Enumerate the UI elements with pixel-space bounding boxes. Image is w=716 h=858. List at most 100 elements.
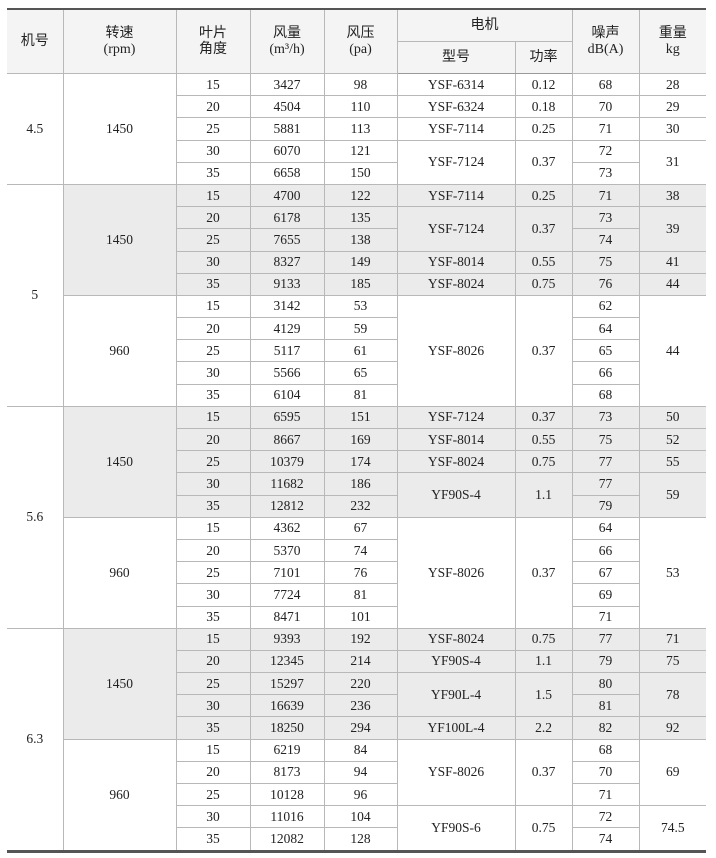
noise-cell: 65 [571,339,639,363]
pressure-cell: 214 [323,649,398,674]
motor-power-cell: 0.55 [514,250,573,274]
header-flow-label: 风量 [273,25,301,41]
motor-model-cell: YSF-7124 [396,405,516,430]
motor-model-cell: YF90S-4 [396,472,516,518]
motor-model-cell: YSF-8026 [396,738,516,807]
speed-cell: 1450 [62,183,177,296]
table-row: 20 8173 94 70 [7,760,706,785]
noise-cell: 62 [571,294,640,319]
header-blade-label-2: 角度 [199,41,227,57]
blade-angle-cell: 15 [175,516,251,540]
noise-cell: 75 [571,427,640,452]
blade-angle-cell: 30 [176,583,251,607]
motor-model-cell: YF90S-6 [396,805,516,852]
noise-cell: 74 [571,827,639,852]
flow-cell: 8471 [249,605,325,629]
motor-model-cell: YSF-7114 [396,117,516,141]
noise-cell: 71 [571,782,639,807]
weight-cell: 39 [638,206,706,252]
weight-cell: 92 [638,716,706,740]
weight-cell: 30 [638,117,706,141]
noise-cell: 73 [571,405,640,430]
pressure-cell: 122 [323,183,398,208]
noise-cell: 67 [571,561,639,585]
weight-cell: 38 [638,183,706,208]
header-weight: 重量 kg [638,8,706,74]
blade-angle-cell: 30 [176,361,251,385]
motor-model-cell: YSF-8026 [396,516,516,629]
blade-angle-cell: 30 [176,694,251,718]
flow-cell: 10128 [249,782,325,807]
flow-cell: 7724 [249,583,325,607]
noise-cell: 64 [571,317,639,341]
weight-cell: 75 [638,649,706,674]
motor-power-cell: 0.37 [514,516,573,629]
flow-cell: 4129 [249,317,325,341]
blade-angle-cell: 30 [176,472,251,496]
table-row: 35 9133 185 YSF-8024 0.75 76 44 [7,272,706,296]
motor-model-cell: YF100L-4 [396,716,516,740]
weight-cell: 78 [638,672,706,718]
noise-cell: 75 [571,250,640,274]
table-row: 30 5566 65 66 [7,361,706,385]
pressure-cell: 138 [323,228,398,252]
table-row: 30 11682 186 YF90S-4 1.1 77 59 [7,472,706,518]
weight-cell: 44 [638,294,706,407]
flow-cell: 4362 [249,516,325,540]
pressure-cell: 61 [323,339,398,363]
pressure-cell: 149 [323,250,398,274]
table-row: 5.6 1450 15 6595 151 YSF-7124 0.37 73 50 [7,405,706,629]
weight-cell: 41 [638,250,706,274]
noise-cell: 71 [571,117,640,141]
noise-cell: 77 [571,627,640,651]
blade-angle-cell: 35 [176,716,251,740]
flow-cell: 18250 [249,716,325,740]
flow-cell: 12812 [249,494,325,518]
pressure-cell: 81 [323,583,398,607]
table-row: 20 6178 135 YSF-7124 0.37 73 39 [7,206,706,252]
flow-cell: 5566 [249,361,325,385]
flow-cell: 8327 [249,250,325,274]
table-row: 20 12345 214 YF90S-4 1.1 79 75 [7,649,706,674]
blade-angle-cell: 15 [175,405,251,430]
flow-cell: 6219 [249,738,325,762]
blade-angle-cell: 20 [176,760,251,785]
table-row: 5 1450 15 4700 122 YSF-7114 0.25 71 38 [7,183,706,407]
noise-cell: 74 [571,228,639,252]
table-row: 25 7655 138 74 [7,228,706,252]
pressure-cell: 186 [323,472,398,496]
blade-angle-cell: 30 [176,250,251,274]
noise-cell: 79 [571,649,640,674]
header-speed: 转速 (rpm) [62,8,177,74]
motor-model-cell: YF90S-4 [396,649,516,674]
speed-cell: 1450 [62,627,177,740]
noise-cell: 68 [571,72,640,97]
noise-cell: 69 [571,583,639,607]
header-pressure: 风压 (pa) [323,8,398,74]
flow-cell: 7655 [249,228,325,252]
pressure-cell: 121 [323,139,398,163]
blade-angle-cell: 30 [176,139,251,163]
flow-cell: 3427 [249,72,325,97]
weight-cell: 44 [638,272,706,296]
motor-power-cell: 0.75 [514,627,573,651]
motor-model-cell: YSF-8024 [396,627,516,651]
header-speed-unit: (rpm) [103,41,136,57]
flow-cell: 3142 [249,294,325,319]
noise-cell: 66 [571,361,639,385]
speed-cell: 960 [63,516,177,629]
table-row: 35 6658 150 73 [7,161,706,185]
blade-angle-cell: 35 [176,494,251,518]
motor-power-cell: 1.1 [514,472,573,518]
flow-cell: 11016 [249,805,325,829]
motor-power-cell: 1.1 [514,649,573,674]
motor-power-cell: 0.37 [514,738,573,807]
blade-angle-cell: 25 [176,672,251,696]
weight-cell: 52 [638,427,706,452]
noise-cell: 72 [571,139,640,163]
noise-cell: 79 [571,494,639,518]
noise-cell: 70 [571,95,640,119]
blade-angle-cell: 20 [176,317,251,341]
blade-angle-cell: 20 [176,427,251,452]
motor-model-cell: YSF-7124 [396,206,516,252]
